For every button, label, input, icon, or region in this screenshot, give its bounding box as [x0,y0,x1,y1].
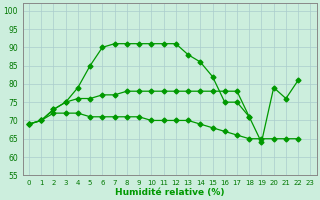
X-axis label: Humidité relative (%): Humidité relative (%) [115,188,224,197]
